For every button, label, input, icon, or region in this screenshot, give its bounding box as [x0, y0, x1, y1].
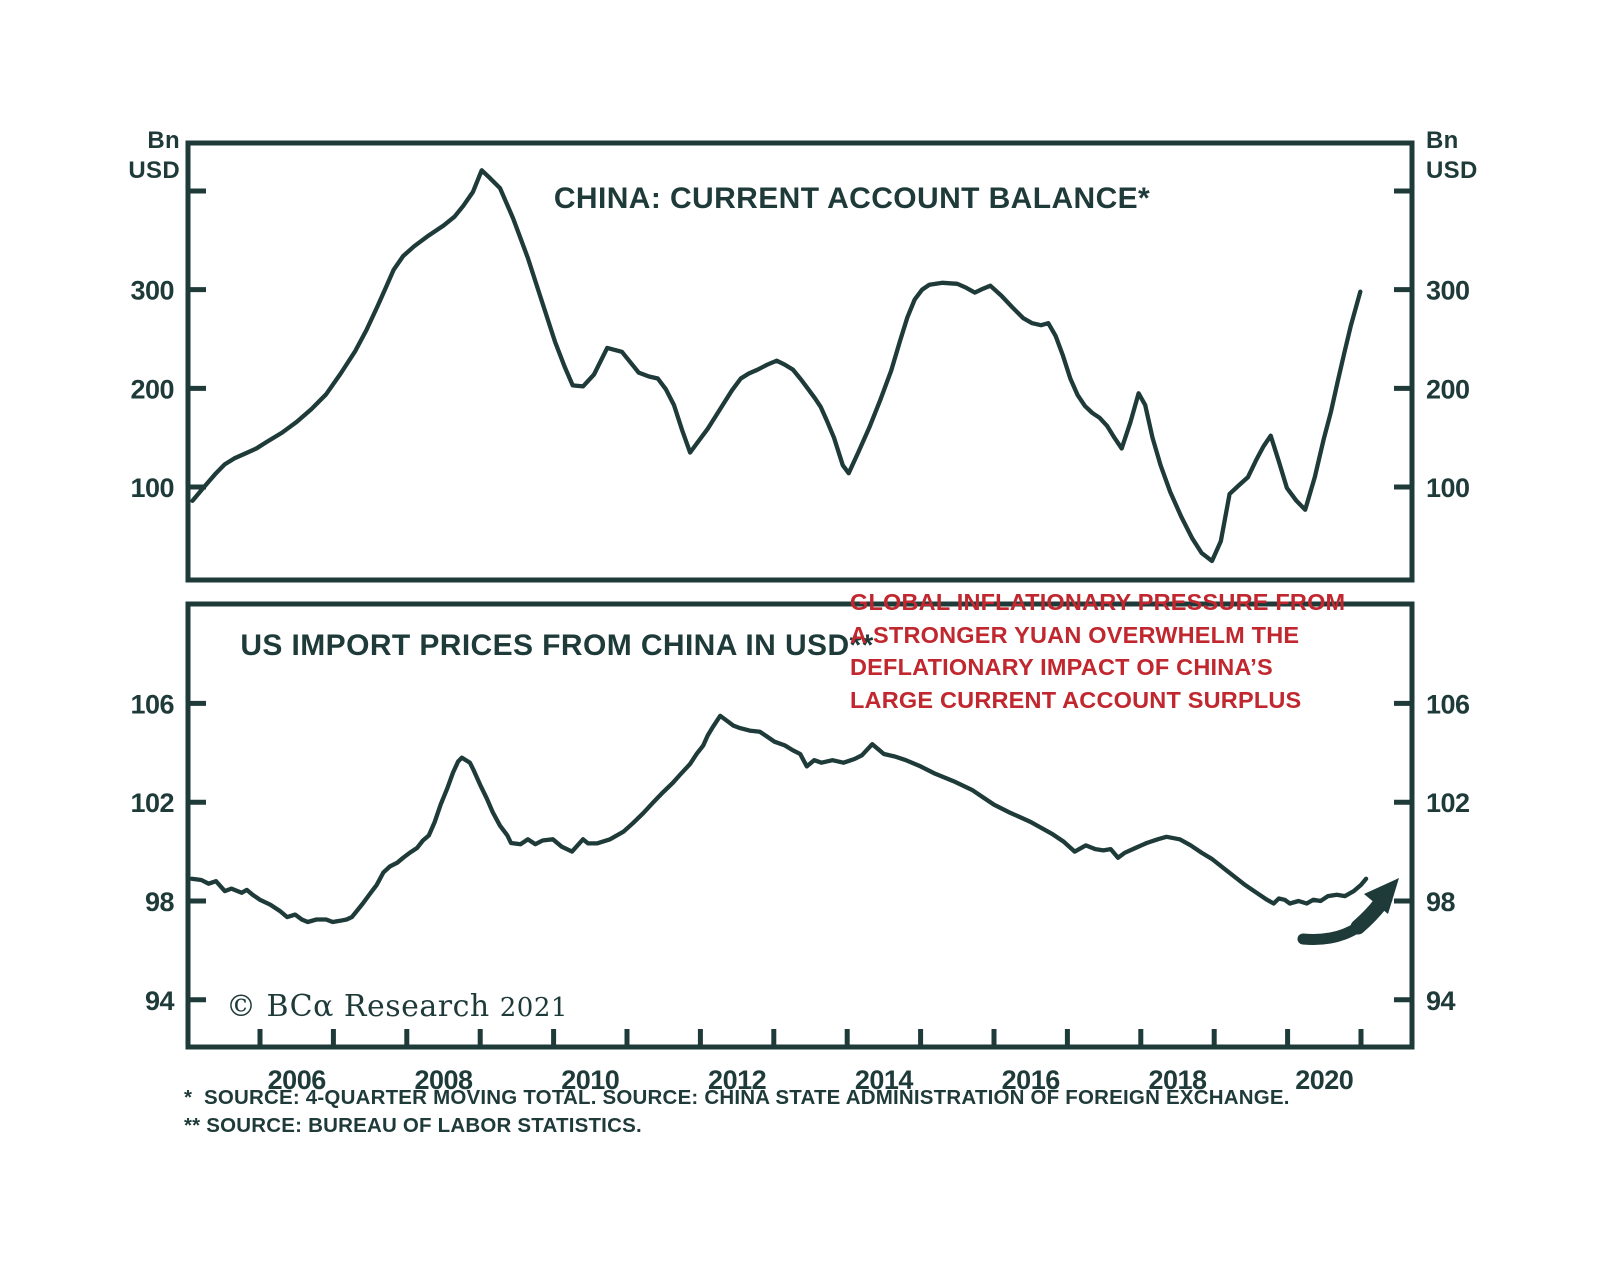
copyright-text: © BCα Research	[226, 989, 490, 1024]
footnote-2: ** SOURCE: BUREAU OF LABOR STATISTICS.	[184, 1114, 642, 1137]
y-tick-label-left: 100	[130, 473, 174, 503]
upturn-arrow-shaft-thick	[1350, 896, 1388, 935]
y-tick-label-left: 98	[145, 887, 175, 917]
y-tick-label-right: 300	[1426, 276, 1470, 306]
top-panel-title: CHINA: CURRENT ACCOUNT BALANCE*	[553, 182, 1151, 215]
annotation-text: GLOBAL INFLATIONARY PRESSURE FROM A STRO…	[850, 589, 1346, 713]
generated-chart-elements: 300 300 200 200 100 100 106 106 102 102 98 98 94 94 20…	[130, 168, 1471, 1095]
y-tick-label-left: 300	[130, 276, 174, 306]
x-tick-label: 2014	[855, 1065, 914, 1095]
y-tick-label-left: 94	[145, 986, 175, 1016]
bottom-panel-title: US IMPORT PRICES FROM CHINA IN USD**	[240, 629, 874, 662]
y-tick-label-right: 200	[1426, 374, 1470, 404]
china-current-account-line	[190, 168, 1363, 564]
y-tick-label-left: 106	[130, 689, 174, 719]
x-tick-label: 2018	[1148, 1065, 1207, 1095]
x-tick-label: 2012	[708, 1065, 766, 1095]
x-tick-label: 2008	[414, 1065, 473, 1095]
top-panel-frame	[185, 140, 1415, 583]
y-tick-label-left: 102	[130, 788, 174, 818]
x-tick-label: 2006	[268, 1065, 327, 1095]
x-tick-label: 2016	[1002, 1065, 1061, 1095]
y-tick-label-right: 102	[1426, 788, 1470, 818]
copyright-notice: © BCα Research 2021	[226, 990, 568, 1025]
y-tick-label-right: 98	[1426, 887, 1456, 917]
us-import-prices-line	[189, 713, 1369, 925]
bottom-panel-frame	[185, 601, 1415, 1050]
copyright-year: 2021	[499, 993, 568, 1023]
y-tick-label-left: 200	[130, 374, 174, 404]
x-tick-label: 2020	[1295, 1065, 1353, 1095]
y-tick-label-right: 106	[1426, 689, 1470, 719]
y-tick-label-right: 94	[1426, 986, 1456, 1016]
x-tick-label: 2010	[561, 1065, 619, 1095]
right-axis-unit-label: Bn USD	[1426, 127, 1478, 184]
upturn-arrow-head	[1364, 878, 1399, 914]
footnote-1: * SOURCE: 4-QUARTER MOVING TOTAL. SOURCE…	[184, 1086, 1290, 1109]
upturn-arrow	[1297, 878, 1399, 945]
left-axis-unit-label: Bn USD	[128, 127, 180, 184]
y-tick-label-right: 100	[1426, 473, 1470, 503]
